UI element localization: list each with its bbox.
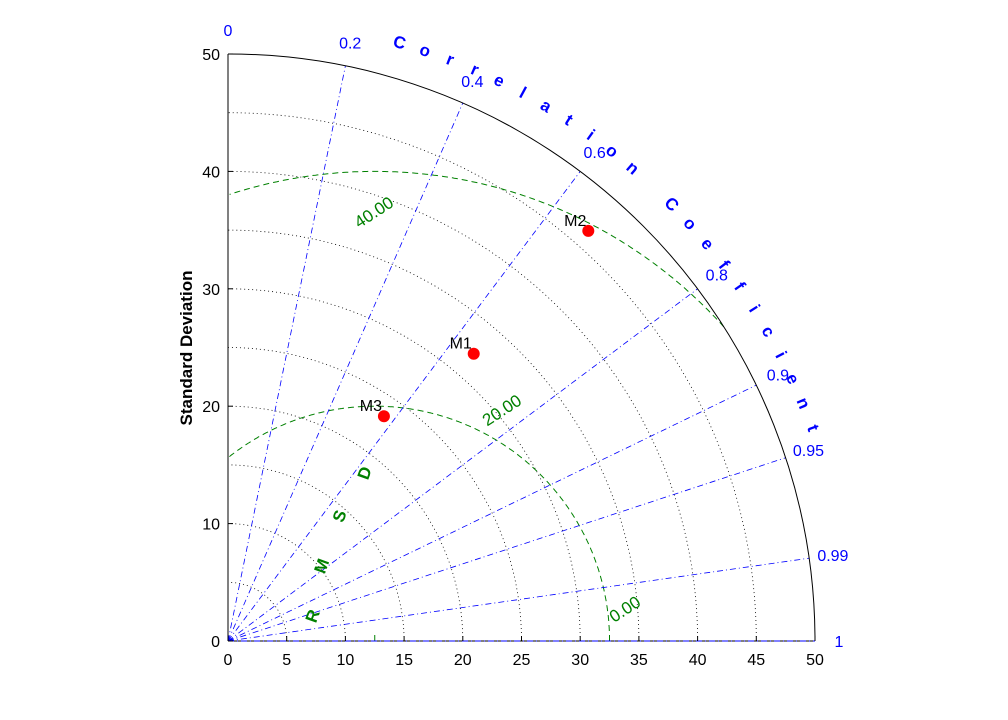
axes <box>227 53 816 642</box>
arc-label-letter: a <box>537 95 555 116</box>
rmsd-contour-label: 0.00 <box>606 592 644 626</box>
correlation-tick-label: 0.99 <box>817 548 848 565</box>
std-grid-arc <box>227 347 522 642</box>
y-tick-label: 10 <box>202 517 220 534</box>
correlation-tick-label: 0.95 <box>793 443 824 460</box>
rmsd-axis-label: R M S D <box>302 464 376 625</box>
arc-label-letter: t <box>561 111 576 130</box>
x-tick-label: 25 <box>513 652 531 669</box>
rmsd-label-letter: S <box>329 508 351 525</box>
arc-label-letter: C <box>391 32 408 54</box>
x-tick-label: 10 <box>337 652 355 669</box>
arc-label-letter: i <box>771 348 790 361</box>
x-tick-label: 0 <box>224 652 233 669</box>
y-tick-label: 20 <box>202 399 220 416</box>
rmsd-contour-label: 40.00 <box>351 193 397 232</box>
correlation-tick-label: 1 <box>835 634 844 651</box>
rmsd-label-letter: M <box>310 556 333 576</box>
x-tick-label: 40 <box>689 652 707 669</box>
model-point <box>582 224 595 237</box>
std-grid-arcs <box>227 112 757 642</box>
rmsd-contour-label: 20.00 <box>479 391 525 430</box>
arc-label-letter: r <box>444 49 457 69</box>
y-tick-label: 0 <box>211 634 220 651</box>
rmsd-contour <box>229 170 725 328</box>
axis-ticks: 0 5 10 15 20 25 30 35 40 45 50 0 10 20 30 40 50 <box>202 47 824 669</box>
y-axis-label: Standard Deviation <box>177 271 196 426</box>
model-point-label: M1 <box>450 336 472 353</box>
arc-label-letter: e <box>697 234 718 253</box>
x-tick-label: 50 <box>806 652 824 669</box>
rmsd-label-letter: D <box>354 464 376 482</box>
arc-label-letter: C <box>661 193 683 215</box>
outer-arc <box>227 53 816 642</box>
arc-label-letter: i <box>583 126 598 144</box>
arc-label-letter: o <box>679 214 700 234</box>
correlation-tick-label: 0.9 <box>767 368 789 385</box>
x-tick-label: 45 <box>747 652 765 669</box>
x-tick-label: 5 <box>282 652 291 669</box>
y-tick-label: 30 <box>202 282 220 299</box>
std-grid-arc <box>227 523 346 642</box>
rmsd-contours: 0.00 20.00 40.00 <box>228 170 725 641</box>
arc-label-letter: c <box>757 323 778 341</box>
arc-label-letter: n <box>793 395 815 412</box>
rmsd-contour <box>228 405 610 641</box>
model-point <box>377 410 390 423</box>
correlation-rays: 0 0.2 0.4 0.6 0.8 0.9 0.95 0.99 1 <box>224 23 849 651</box>
correlation-tick-label: 0.8 <box>706 267 728 284</box>
x-tick-label: 15 <box>395 652 413 669</box>
arc-label-letter: i <box>745 302 764 316</box>
std-grid-arc <box>227 288 581 642</box>
correlation-tick-label: 0.2 <box>339 35 361 52</box>
arc-label-letter: e <box>491 70 508 91</box>
arc-label-letter: f <box>730 279 749 295</box>
correlation-tick-label: 0.6 <box>583 145 605 162</box>
arc-label-letter: l <box>516 83 529 102</box>
model-points: M1 M2 M3 <box>360 213 595 423</box>
std-grid-arc <box>227 112 757 642</box>
model-point <box>467 347 480 360</box>
std-grid-arc <box>227 405 464 642</box>
model-point-label: M3 <box>360 398 382 415</box>
model-point-label: M2 <box>564 213 586 230</box>
correlation-tick-label: 0 <box>224 23 233 40</box>
correlation-ray <box>227 65 346 642</box>
arc-label-letter: t <box>803 422 823 434</box>
std-grid-arc <box>227 581 288 642</box>
y-tick-label: 40 <box>202 164 220 181</box>
std-grid-arc <box>227 171 698 642</box>
std-grid-arc <box>227 229 640 642</box>
correlation-tick-label: 0.4 <box>461 74 483 91</box>
x-tick-label: 35 <box>630 652 648 669</box>
x-tick-label: 20 <box>454 652 472 669</box>
rmsd-label-letter: R <box>302 607 324 625</box>
y-tick-label: 50 <box>202 47 220 64</box>
arc-label-letter: o <box>417 40 433 61</box>
arc-label-letter: n <box>623 157 643 178</box>
x-tick-label: 30 <box>571 652 589 669</box>
